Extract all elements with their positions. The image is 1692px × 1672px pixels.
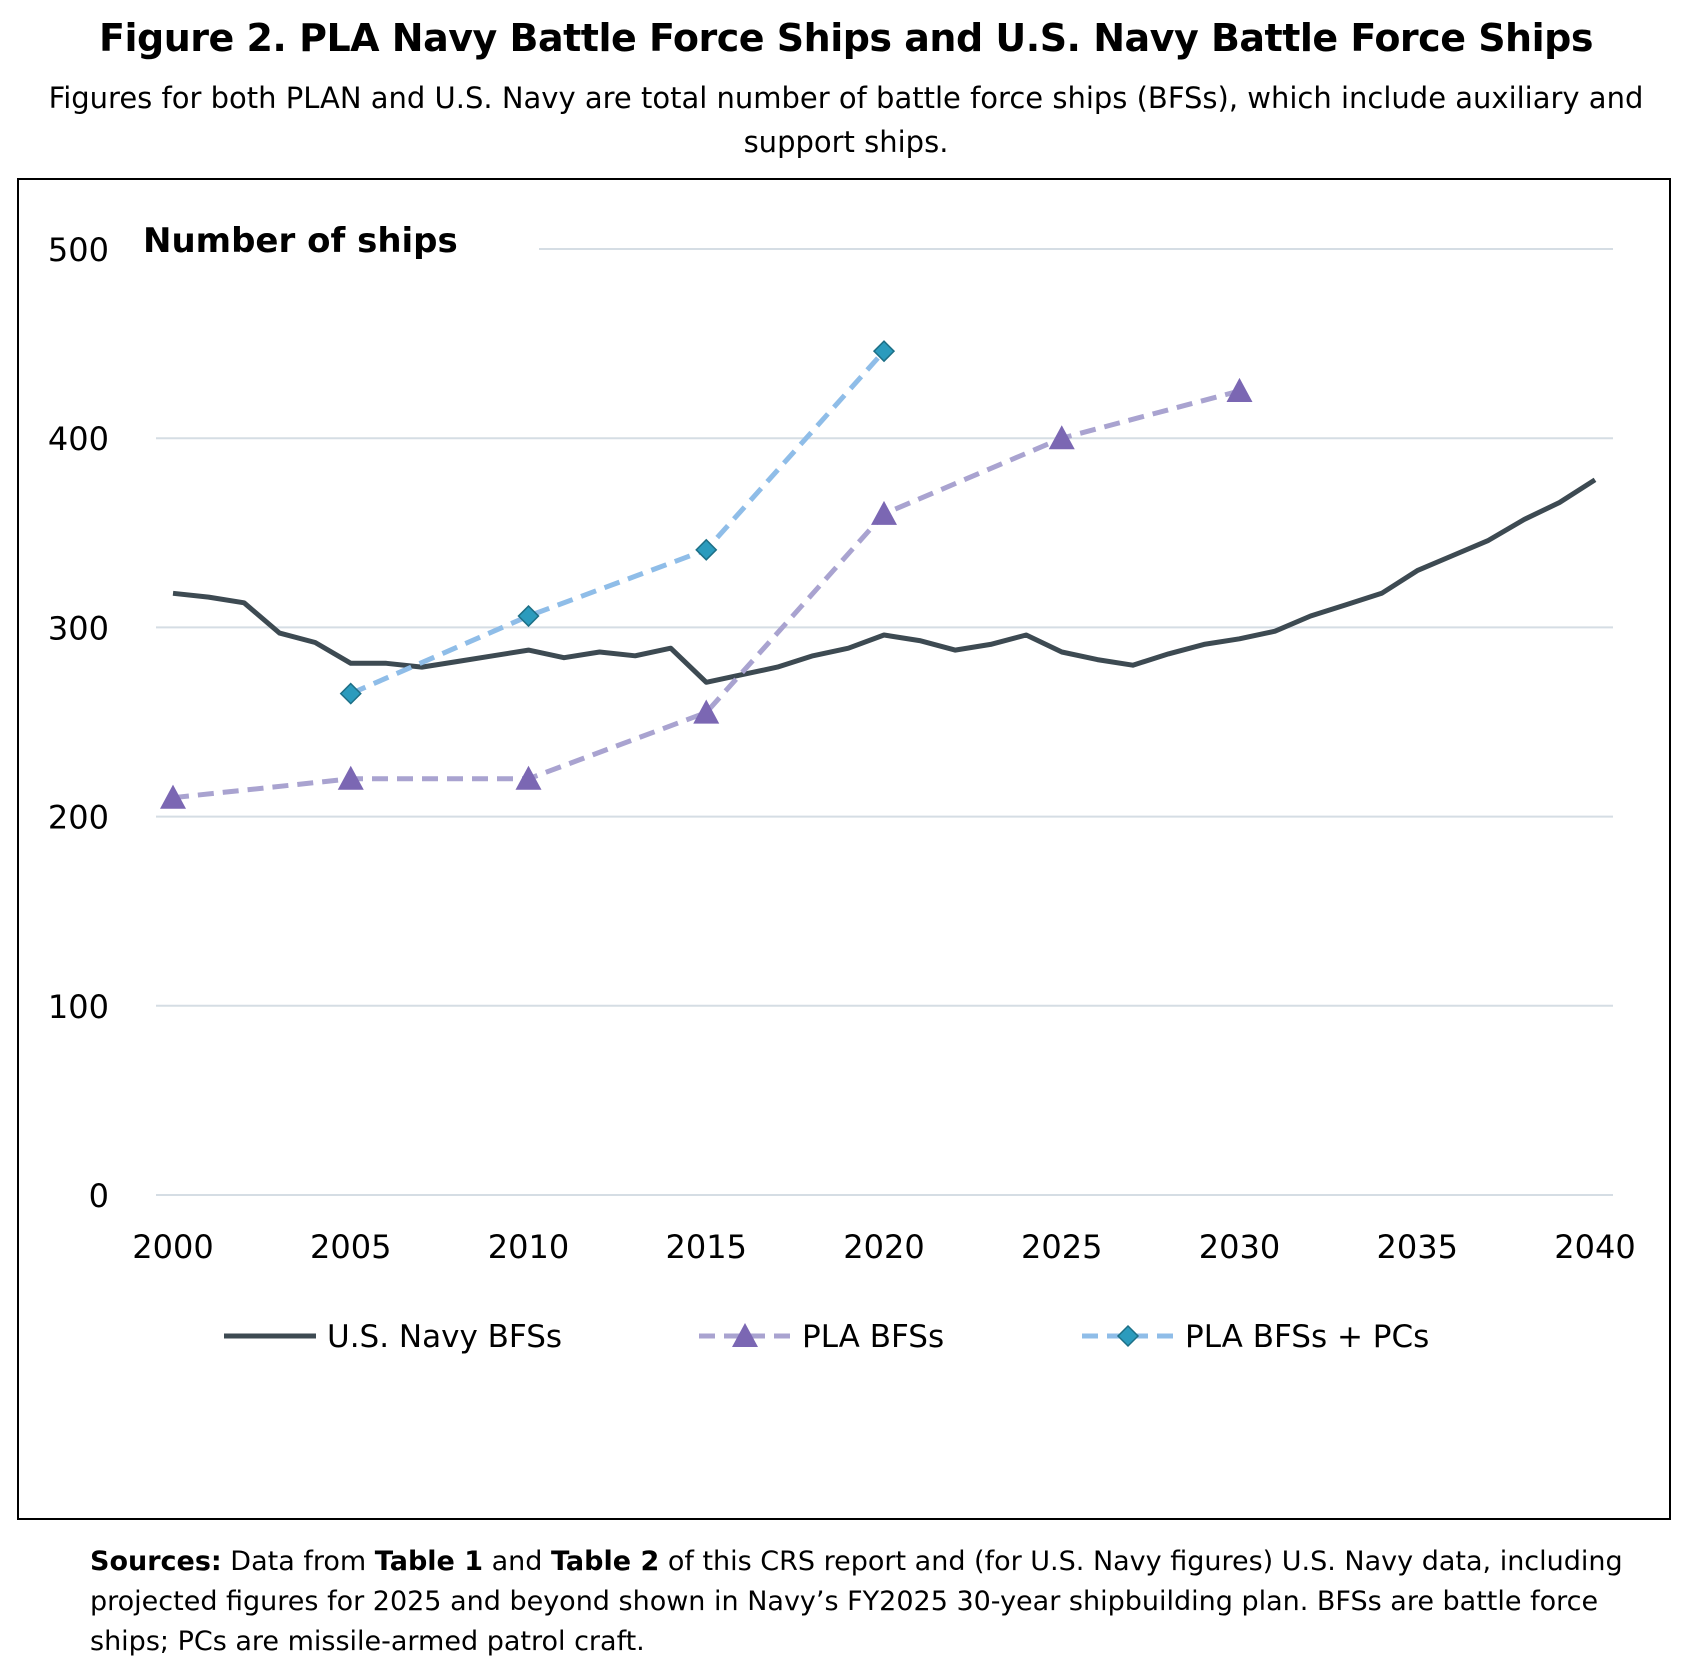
data-point-triangle (871, 500, 897, 525)
y-tick-label: 0 (89, 1177, 109, 1215)
y-tick-label: 200 (48, 799, 109, 837)
data-point-diamond (872, 340, 896, 363)
y-tick-label: 300 (48, 609, 109, 647)
x-tick-label: 2015 (666, 1228, 747, 1266)
data-point-diamond (339, 682, 362, 705)
sources-text-3: of this CRS report and (for U.S. Navy fi… (90, 1546, 1623, 1657)
data-point-triangle (160, 784, 186, 809)
y-tick-label: 500 (48, 231, 109, 269)
sources-table2: Table 2 (551, 1546, 660, 1577)
sources-text-2: and (483, 1546, 551, 1577)
data-point-triangle (1048, 425, 1075, 450)
x-tick-label: 2020 (843, 1228, 924, 1266)
legend-marker-triangle (732, 1323, 758, 1348)
series-lines (172, 349, 1597, 801)
data-point-triangle (337, 765, 364, 790)
data-point-diamond (695, 538, 718, 561)
figure-title: Figure 2. PLA Navy Battle Force Ships an… (99, 16, 1593, 60)
legend-label: PLA BFSs + PCs (1185, 1319, 1429, 1355)
x-tick-labels: 2000 2005 2010 2015 2020 2025 2030 2035 2040 (132, 1228, 1635, 1266)
x-tick-label: 2005 (310, 1228, 391, 1266)
legend: U.S. Navy BFSs PLA BFSs PLA BFSs + PCs (224, 1319, 1429, 1355)
series-line (172, 388, 1241, 801)
sources-note: Sources: Data from Table 1 and Table 2 o… (90, 1542, 1650, 1662)
y-tick-label: 400 (48, 420, 109, 458)
chart-frame: 0 100 200 300 400 500 2000 2005 2010 2015 2020 202… (17, 178, 1671, 1520)
legend-label: PLA BFSs (802, 1319, 944, 1355)
x-tick-label: 2035 (1377, 1228, 1458, 1266)
y-tick-label: 100 (48, 988, 109, 1026)
line-chart: 0 100 200 300 400 500 2000 2005 2010 2015 2020 202… (48, 221, 1636, 1355)
sources-label: Sources: (90, 1546, 222, 1577)
sources-table1: Table 1 (374, 1546, 484, 1577)
figure-subtitle: Figures for both PLAN and U.S. Navy are … (48, 81, 1644, 159)
gridlines (156, 248, 1613, 1196)
series-line (349, 349, 886, 696)
legend-marker-diamond (1116, 1324, 1140, 1348)
y-tick-labels: 0 100 200 300 400 500 (48, 231, 109, 1215)
sources-text-1: Data from (221, 1546, 375, 1577)
x-tick-label: 2025 (1021, 1228, 1102, 1266)
data-point-triangle (1226, 377, 1253, 402)
data-point-diamond (517, 604, 540, 628)
data-point-triangle (515, 765, 542, 790)
x-tick-label: 2040 (1554, 1228, 1635, 1266)
series-markers (160, 340, 1253, 809)
legend-label: U.S. Navy BFSs (327, 1319, 562, 1355)
x-tick-label: 2030 (1199, 1228, 1280, 1266)
y-axis-title: Number of ships (143, 221, 458, 261)
x-tick-label: 2000 (132, 1228, 213, 1266)
x-tick-label: 2010 (488, 1228, 569, 1266)
data-point-triangle (693, 699, 720, 724)
